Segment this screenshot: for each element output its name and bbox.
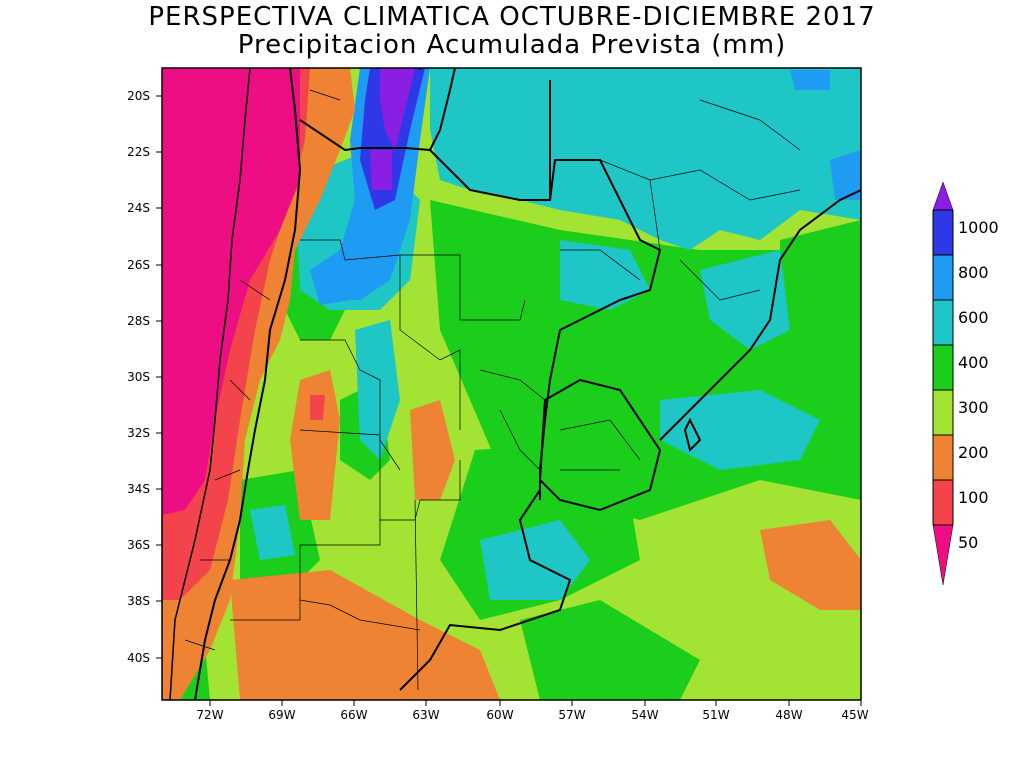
province-borders xyxy=(184,89,801,691)
lat-label: 34S xyxy=(127,482,150,496)
lon-label: 72W xyxy=(196,708,223,722)
lat-label: 22S xyxy=(127,145,150,159)
legend-swatch-600-800 xyxy=(933,255,953,300)
legend-swatch-100-200 xyxy=(933,435,953,480)
lon-label: 51W xyxy=(702,708,729,722)
map-subtitle: Precipitacion Acumulada Prevista (mm) xyxy=(237,30,787,60)
lat-label: 20S xyxy=(127,89,150,103)
legend-swatch-50-100 xyxy=(933,480,953,525)
lon-label: 60W xyxy=(486,708,513,722)
precipitation-field xyxy=(162,68,861,700)
legend-label: 800 xyxy=(958,263,989,282)
map-frame xyxy=(161,67,862,701)
lon-label: 48W xyxy=(775,708,802,722)
legend-label: 100 xyxy=(958,488,989,507)
lat-label: 30S xyxy=(127,370,150,384)
lon-label: 66W xyxy=(340,708,367,722)
legend-swatch-300-400 xyxy=(933,345,953,390)
lon-label: 45W xyxy=(841,708,868,722)
color-legend: 1000 800 600 400 300 200 100 50 xyxy=(932,181,999,586)
lat-label: 40S xyxy=(127,651,150,665)
lat-label: 28S xyxy=(127,314,150,328)
map-title: PERSPECTIVA CLIMATICA OCTUBRE-DICIEMBRE … xyxy=(148,2,876,32)
legend-label: 600 xyxy=(958,308,989,327)
latitude-axis: 20S 22S 24S 26S 28S 30S 32S 34S 36S 38S … xyxy=(127,89,162,665)
lat-label: 26S xyxy=(127,258,150,272)
lon-label: 57W xyxy=(558,708,585,722)
legend-swatch-200-300 xyxy=(933,390,953,435)
legend-label: 50 xyxy=(958,533,978,552)
legend-swatch-800-1000 xyxy=(933,210,953,255)
lat-label: 38S xyxy=(127,594,150,608)
lat-label: 36S xyxy=(127,538,150,552)
country-borders xyxy=(169,68,861,700)
lon-label: 54W xyxy=(631,708,658,722)
lon-label: 63W xyxy=(412,708,439,722)
legend-swatch-lt50 xyxy=(932,524,954,586)
lat-label: 32S xyxy=(127,426,150,440)
lon-label: 69W xyxy=(268,708,295,722)
legend-label: 400 xyxy=(958,353,989,372)
legend-swatch-gt1000 xyxy=(932,181,954,211)
legend-label: 200 xyxy=(958,443,989,462)
legend-swatch-400-600 xyxy=(933,300,953,345)
legend-label: 1000 xyxy=(958,218,999,237)
legend-label: 300 xyxy=(958,398,989,417)
longitude-axis: 72W 69W 66W 63W 60W 57W 54W 51W 48W 45W xyxy=(196,700,869,722)
lat-label: 24S xyxy=(127,201,150,215)
